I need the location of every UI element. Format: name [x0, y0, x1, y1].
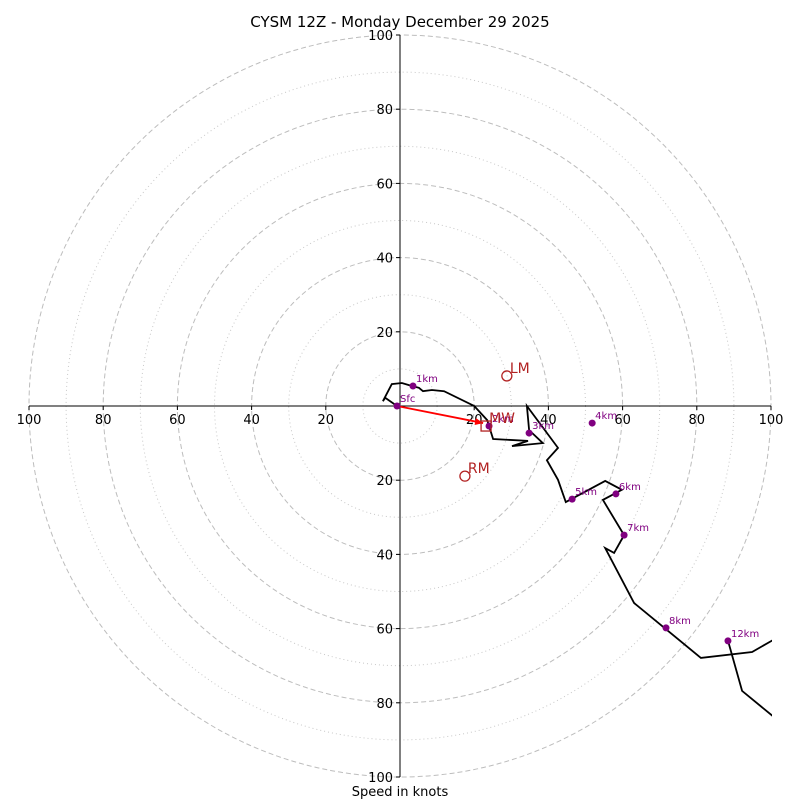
height-marker-4km-label: 4km: [595, 411, 617, 422]
height-marker-1km-label: 1km: [416, 374, 438, 385]
storm-mw-label: MW: [489, 411, 515, 427]
storm-lm-label: LM: [510, 361, 530, 377]
x-tick-label: 60: [614, 413, 631, 428]
height-marker-6km: [612, 490, 620, 498]
y-tick-label: 40: [376, 548, 393, 563]
y-tick-label: 40: [376, 252, 393, 267]
y-tick-label: 100: [368, 29, 393, 44]
hodograph-series: [382, 382, 772, 717]
height-marker-2km-label: 2km: [492, 414, 514, 425]
hodograph-line-group: [382, 382, 772, 717]
storm-lm-marker: [501, 370, 513, 382]
mean-wind-vector: [396, 405, 484, 424]
height-marker-5km: [568, 495, 576, 503]
y-tick-label: 60: [376, 177, 393, 192]
height-marker-6km-label: 6km: [619, 482, 641, 493]
x-tick-label: 80: [689, 413, 706, 428]
height-marker-12km: [724, 637, 732, 645]
storm-motion-markers: LM RM MW: [459, 361, 530, 482]
x-tick-label: 60: [169, 413, 186, 428]
x-tick-label: 40: [540, 413, 557, 428]
y-tick-label: 20: [376, 474, 393, 489]
tick-labels: 1008060402020406080100100806040202040608…: [17, 29, 784, 786]
y-tick-label: 60: [376, 623, 393, 638]
height-marker-5km-label: 5km: [575, 487, 597, 498]
height-marker-sfc: [393, 402, 401, 410]
chart-title: CYSM 12Z - Monday December 29 2025: [250, 13, 549, 31]
storm-rm-label: RM: [468, 461, 490, 477]
storm-mw-marker: [480, 420, 492, 432]
y-tick-label: 80: [376, 697, 393, 712]
height-marker-1km: [409, 382, 417, 390]
x-tick-label: 20: [318, 413, 335, 428]
height-marker-7km: [620, 531, 628, 539]
height-marker-8km-label: 8km: [669, 616, 691, 627]
y-tick-label: 20: [376, 326, 393, 341]
height-marker-7km-label: 7km: [627, 523, 649, 534]
height-marker-3km: [525, 429, 533, 437]
height-marker-3km-label: 3km: [532, 421, 554, 432]
hodograph-line: [382, 382, 772, 659]
hodograph-line-branch: [727, 640, 772, 717]
x-axis-label: Speed in knots: [352, 785, 449, 800]
x-tick-label: 100: [17, 413, 42, 428]
height-marker-12km-label: 12km: [731, 629, 759, 640]
storm-rm-marker: [459, 470, 471, 482]
x-tick-label: 80: [95, 413, 112, 428]
x-tick-label: 100: [759, 413, 784, 428]
x-tick-label: 40: [243, 413, 260, 428]
height-marker-sfc-label: Sfc: [400, 394, 415, 405]
y-tick-label: 100: [368, 771, 393, 786]
height-marker-8km: [662, 624, 670, 632]
y-tick-label: 80: [376, 103, 393, 118]
height-marker-4km: [588, 419, 596, 427]
